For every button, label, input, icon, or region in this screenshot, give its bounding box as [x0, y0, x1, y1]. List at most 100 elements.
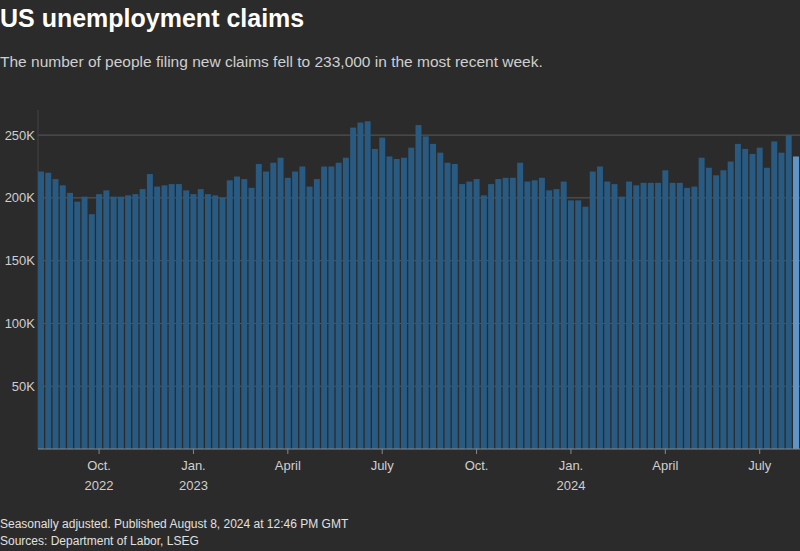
bar: [626, 182, 632, 449]
y-tick-label: 200K: [5, 190, 36, 205]
bar: [350, 128, 356, 449]
note: Seasonally adjusted. Published August 8,…: [0, 517, 349, 531]
chart: US unemployment claims The number of peop…: [0, 0, 800, 551]
x-tick-label: July: [748, 458, 772, 473]
x-tick: [570, 449, 571, 454]
bar: [561, 182, 567, 449]
bar: [190, 194, 196, 449]
y-tick-label: 150K: [5, 253, 36, 268]
bar: [430, 144, 436, 449]
bar: [619, 197, 625, 449]
x-tick-label-line: Oct.: [465, 458, 489, 473]
x-tick: [99, 449, 100, 454]
bar: [205, 194, 211, 449]
bar: [372, 149, 378, 449]
bar: [771, 141, 777, 449]
bar: [735, 144, 741, 449]
x-tick: [759, 449, 760, 454]
y-tick-label: 50K: [12, 379, 35, 394]
bar: [474, 179, 480, 449]
x-tick: [382, 449, 383, 454]
bar: [466, 182, 472, 449]
bar: [278, 158, 284, 449]
bar: [713, 175, 719, 449]
bar: [670, 183, 676, 449]
bar: [299, 167, 305, 450]
bar: [524, 182, 530, 449]
bar: [793, 156, 799, 449]
bar: [220, 198, 226, 449]
bar: [82, 197, 88, 449]
bar: [249, 188, 255, 449]
bar: [691, 187, 697, 449]
bar: [285, 178, 291, 449]
bar: [379, 138, 385, 449]
note: Sources: Department of Labor, LSEG: [0, 534, 199, 548]
bar: [459, 184, 465, 449]
x-tick-label-line: July: [371, 458, 395, 473]
bar: [307, 187, 313, 449]
x-tick-label: July: [371, 458, 395, 473]
bar: [757, 148, 763, 449]
bar: [140, 189, 146, 449]
bar: [161, 185, 167, 449]
bar: [677, 183, 683, 449]
bar: [597, 167, 603, 450]
bar: [328, 167, 334, 450]
bar: [111, 197, 117, 449]
bar: [495, 179, 501, 449]
x-tick: [193, 449, 194, 454]
bar: [147, 174, 153, 449]
bar: [452, 164, 458, 449]
x-tick: [665, 449, 666, 454]
bar: [212, 195, 218, 449]
bar: [546, 190, 552, 449]
bar: [510, 178, 516, 449]
bar: [343, 158, 349, 449]
bar: [575, 200, 581, 449]
bar: [118, 197, 124, 449]
x-tick-label-line: April: [275, 458, 301, 473]
x-tick: [287, 449, 288, 454]
bar: [53, 179, 59, 449]
bar: [749, 154, 755, 449]
bar: [401, 158, 407, 449]
bar: [437, 153, 443, 449]
x-tick-label-line: Oct.: [87, 458, 111, 473]
bar: [60, 185, 66, 449]
bar: [532, 180, 538, 449]
bar: [648, 183, 654, 449]
x-tick-label: Oct.2022: [85, 458, 114, 493]
y-tick-label: 250K: [5, 128, 36, 143]
x-tick-label-line: April: [652, 458, 678, 473]
bar: [728, 161, 734, 449]
bar: [198, 189, 204, 449]
bar: [488, 184, 494, 449]
bar: [786, 135, 792, 449]
bar: [408, 148, 414, 449]
bar: [641, 183, 647, 449]
x-tick-label: April: [275, 458, 301, 473]
bar: [503, 178, 509, 449]
bar: [357, 123, 363, 449]
x-tick-label-line: Jan.: [181, 458, 206, 473]
bar: [416, 125, 422, 449]
title: US unemployment claims: [0, 4, 304, 32]
bar: [779, 153, 785, 449]
x-axis-line: [38, 449, 800, 450]
x-tick-label: Oct.: [465, 458, 489, 473]
bar: [764, 168, 770, 449]
bar: [89, 214, 95, 449]
bar: [314, 179, 320, 449]
subtitle: The number of people filing new claims f…: [0, 53, 543, 70]
bar: [633, 185, 639, 449]
bar: [612, 184, 618, 449]
bar: [292, 172, 298, 449]
y-tick-label: 100K: [5, 316, 36, 331]
bar: [742, 149, 748, 449]
x-tick-label-line: 2023: [179, 478, 208, 493]
bar: [154, 187, 160, 449]
bar: [241, 179, 247, 449]
bar: [582, 207, 588, 449]
bar: [45, 173, 51, 449]
